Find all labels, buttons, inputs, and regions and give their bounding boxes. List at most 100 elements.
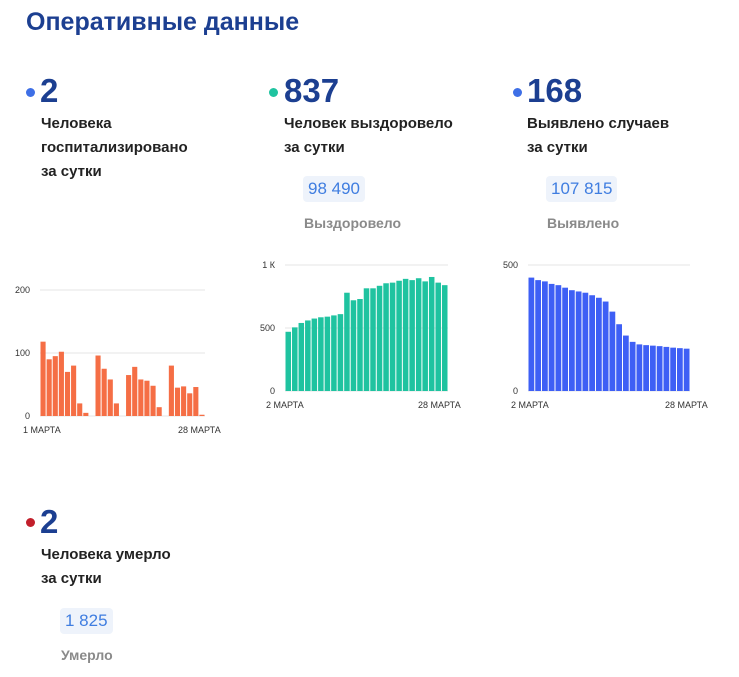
bar: [650, 345, 656, 391]
bar: [305, 320, 311, 391]
bar: [383, 283, 389, 391]
y-tick-label: 100: [15, 348, 30, 358]
bar: [144, 380, 150, 416]
bar: [643, 345, 649, 391]
bar: [415, 278, 422, 391]
bar: [150, 385, 156, 416]
y-tick-label: 0: [513, 386, 518, 396]
bar: [548, 283, 555, 391]
bar: [52, 356, 58, 416]
bar: [402, 278, 409, 391]
y-tick-label: 0: [25, 411, 30, 421]
bar: [95, 355, 101, 416]
deaths-total-badge: 1 825: [60, 608, 113, 634]
bar: [193, 387, 199, 416]
bar: [156, 407, 162, 416]
recovered-value: 837: [284, 72, 340, 109]
bar: [363, 288, 370, 391]
bar: [389, 282, 396, 391]
bar: [656, 346, 663, 391]
cases-dot-icon: [513, 88, 522, 97]
bar: [331, 315, 337, 391]
recovered-bar-chart: 0 500 1 К 2 МАРТА 28 МАРТА: [260, 260, 461, 410]
recovered-total-badge: 98 490: [303, 176, 365, 202]
bar: [596, 297, 602, 391]
bar: [46, 359, 52, 416]
recovered-total-label: Выздоровело: [304, 215, 402, 231]
deaths-total-label: Умерло: [61, 647, 113, 663]
bar: [285, 331, 292, 391]
bar: [181, 386, 187, 416]
x-tick-label: 2 МАРТА: [511, 400, 549, 410]
bar: [542, 281, 548, 391]
bar: [616, 324, 622, 391]
bar: [428, 276, 435, 391]
bar: [350, 300, 357, 391]
cases-bar-chart: 0 500 2 МАРТА 28 МАРТА: [503, 260, 708, 410]
recovered-dot-icon: [269, 88, 278, 97]
bar: [535, 280, 541, 391]
bar: [602, 301, 609, 391]
bar: [623, 335, 629, 391]
bar: [569, 290, 575, 391]
bar: [376, 285, 383, 391]
bar: [168, 365, 174, 416]
bar: [357, 299, 363, 391]
y-tick-label: 500: [503, 260, 518, 270]
bar: [138, 379, 144, 416]
deaths-value: 2: [40, 503, 59, 540]
bar: [344, 292, 350, 391]
cases-total-badge: 107 815: [546, 176, 618, 202]
bar: [298, 322, 305, 391]
bar: [409, 280, 415, 391]
bar: [575, 291, 582, 391]
bar: [609, 311, 616, 391]
hospitalized-value: 2: [40, 72, 59, 109]
hospitalized-dot-icon: [26, 88, 35, 97]
bar: [562, 287, 568, 391]
bar: [101, 368, 107, 416]
bar: [40, 341, 46, 416]
deaths-label: Человека умерло за сутки: [41, 546, 171, 587]
hospitalized-bar-chart: 0 100 200 1 МАРТА 28 МАРТА: [15, 285, 221, 435]
bar: [435, 282, 441, 391]
recovered-label: Человек выздоровело за сутки: [284, 115, 453, 156]
bar: [589, 295, 595, 391]
bar: [441, 285, 448, 391]
bar: [396, 280, 402, 391]
bar: [318, 317, 324, 391]
bar: [337, 314, 344, 391]
cases-value: 168: [527, 72, 583, 109]
bar: [311, 318, 318, 391]
x-tick-label: 28 МАРТА: [418, 400, 461, 410]
bar: [629, 341, 636, 391]
bar: [555, 285, 562, 391]
bar: [677, 348, 683, 391]
x-tick-label: 28 МАРТА: [178, 425, 221, 435]
x-tick-label: 1 МАРТА: [23, 425, 61, 435]
x-tick-label: 28 МАРТА: [665, 400, 708, 410]
bar: [64, 371, 71, 416]
bar: [292, 327, 298, 391]
bar: [58, 351, 64, 416]
bar: [113, 403, 119, 416]
bar: [71, 365, 77, 416]
y-tick-label: 500: [260, 323, 275, 333]
x-tick-label: 2 МАРТА: [266, 400, 304, 410]
bar: [132, 366, 138, 416]
y-tick-label: 200: [15, 285, 30, 295]
hospitalized-label: Человека госпитализировано за сутки: [41, 115, 188, 180]
bar: [174, 387, 181, 416]
bar: [636, 344, 643, 391]
bar: [126, 375, 132, 416]
page-title: Оперативные данные: [26, 8, 300, 36]
bar: [663, 346, 670, 391]
bar: [528, 277, 535, 391]
bar: [83, 412, 89, 416]
bar: [187, 393, 193, 416]
bar: [670, 347, 676, 391]
bar: [77, 403, 83, 416]
deaths-dot-icon: [26, 518, 35, 527]
bar: [107, 379, 113, 416]
bar: [324, 316, 331, 391]
